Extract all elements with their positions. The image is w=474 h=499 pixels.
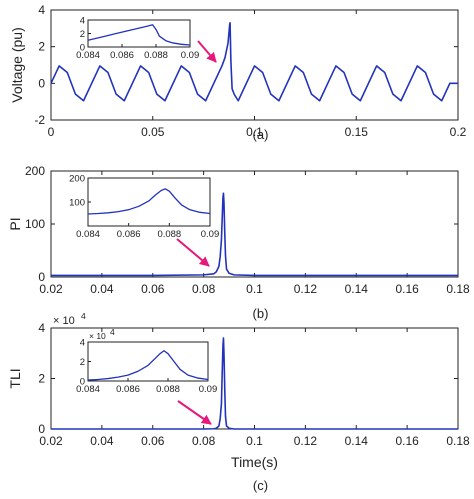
x-tick-label: 0.1 [246, 282, 263, 296]
y-axis-label: PI [7, 217, 23, 230]
inset-y-tick-label: 200 [69, 174, 85, 185]
inset-series-line [87, 24, 191, 46]
inset-frame [87, 177, 211, 227]
inset-series-line [87, 188, 211, 215]
y-axis-label: Voltage (pu) [9, 27, 25, 103]
inset-x-tick-label: 0.09 [199, 384, 218, 395]
x-tick-label: 0.06 [141, 434, 165, 448]
y-tick-label: 2 [38, 40, 45, 54]
y-tick-label: 4 [38, 3, 45, 17]
y-tick-label: 2 [38, 372, 45, 386]
x-axis-label: Time(s) [231, 454, 278, 470]
inset-x-tick-label: 0.084 [76, 229, 100, 240]
inset-x-tick-label: 0.088 [157, 229, 181, 240]
panel-caption: (b) [253, 306, 269, 321]
inset-y-tick-label: 2 [80, 357, 85, 368]
inset-x-tick-label: 0.084 [76, 50, 100, 61]
x-tick-label: 0.06 [141, 282, 165, 296]
inset-y-tick-label: 2 [80, 29, 85, 40]
x-tick-label: 0.18 [446, 434, 470, 448]
series-line [51, 192, 458, 277]
inset-y-tick-label: 100 [69, 198, 85, 209]
x-tick-label: 0.16 [395, 282, 419, 296]
inset-a: 0.084 0.086 0.088 0.09 0 2 4 [76, 16, 199, 62]
inset-exponent-label: × 10 [89, 331, 106, 341]
x-tick-label: 0.08 [192, 282, 216, 296]
x-tick-label: 0.02 [39, 282, 63, 296]
x-tick-label: 0.1 [246, 434, 263, 448]
pointer-arrow [197, 40, 217, 63]
y-exponent-label: × 10 [53, 315, 75, 327]
x-tick-label: 0.12 [294, 282, 318, 296]
x-tick-label: 0.04 [90, 434, 114, 448]
x-tick-label: 0 [48, 125, 55, 139]
y-tick-label: 200 [25, 164, 45, 178]
inset-frame [87, 341, 209, 382]
inset-exponent-power: 4 [110, 327, 115, 337]
inset-x-tick-label: 0.086 [110, 50, 134, 61]
inset-y-tick-label: 0 [80, 377, 85, 388]
panel-caption: (c) [253, 478, 268, 493]
inset-x-tick-label: 0.084 [76, 384, 100, 395]
inset-x-tick-label: 0.09 [201, 229, 220, 240]
x-tick-label: 0.14 [345, 434, 369, 448]
x-tick-label: 0.08 [192, 434, 216, 448]
x-tick-label: 0.12 [294, 434, 318, 448]
y-axis-label: TLI [7, 368, 23, 388]
series-line [51, 337, 458, 430]
x-tick-label: 0.02 [39, 434, 63, 448]
x-tick-label: 0.15 [345, 125, 369, 139]
inset-x-tick-label: 0.088 [144, 50, 168, 61]
inset-x-tick-label: 0.088 [156, 384, 180, 395]
x-tick-label: 0.14 [345, 282, 369, 296]
y-tick-label: 4 [38, 321, 45, 335]
inset-b: 0.084 0.086 0.088 0.09 100 200 [69, 174, 219, 241]
inset-y-tick-label: 0 [80, 43, 85, 54]
y-tick-label: 0 [38, 270, 45, 284]
y-tick-label: -2 [34, 113, 45, 127]
x-tick-label: 0.05 [141, 125, 165, 139]
x-tick-label: 0.16 [395, 434, 419, 448]
pointer-arrow [177, 400, 212, 425]
inset-x-tick-label: 0.086 [117, 229, 141, 240]
y-tick-label: 0 [38, 76, 45, 90]
inset-y-tick-label: 4 [80, 338, 85, 349]
panel-caption: (a) [253, 127, 269, 142]
x-tick-label: 0.1 [246, 125, 263, 139]
inset-c: 0.084 0.086 0.088 0.09 0 2 4 × 10 4 [76, 327, 217, 395]
y-tick-label: 100 [25, 217, 45, 231]
y-exponent-power: 4 [81, 311, 86, 321]
inset-x-tick-label: 0.09 [181, 50, 200, 61]
x-tick-label: 0.04 [90, 282, 114, 296]
inset-y-tick-label: 4 [80, 16, 85, 27]
y-tick-label: 0 [38, 422, 45, 436]
panel-b: 0.02 0.04 0.06 0.08 0.1 0.12 0.14 0.16 0.18 0 100 2… [7, 164, 470, 321]
inset-series-line [87, 350, 209, 381]
pointer-arrow [176, 238, 210, 267]
x-tick-label: 0.2 [450, 125, 467, 139]
x-tick-label: 0.18 [446, 282, 470, 296]
series-line [50, 22, 458, 102]
inset-x-tick-label: 0.086 [116, 384, 140, 395]
